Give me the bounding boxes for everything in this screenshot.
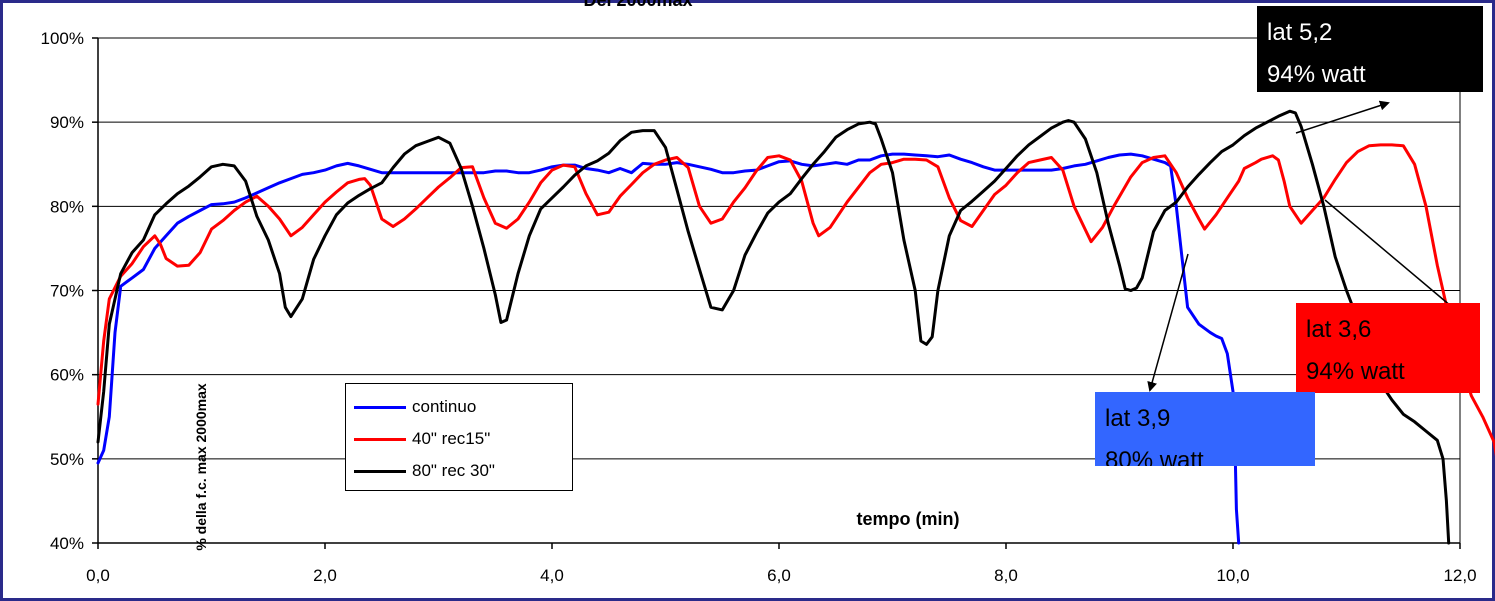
annotation-line: 80% watt <box>1105 447 1204 466</box>
series-line-40-rec15 <box>96 143 1495 457</box>
x-tick-label: 8,0 <box>994 566 1018 585</box>
x-tick-label: 0,0 <box>86 566 110 585</box>
annotation-arrow-blue <box>1147 253 1189 392</box>
annotation-arrow-red <box>1324 199 1460 314</box>
x-tick-label: 10,0 <box>1216 566 1249 585</box>
y-tick-label: 60% <box>50 366 84 385</box>
legend-label: continuo <box>412 397 477 416</box>
legend-item-80-rec30: 80" rec 30" <box>354 460 495 482</box>
y-axis-label: % della f.c. max 2000max <box>193 383 209 551</box>
legend-swatch-blue <box>354 405 406 409</box>
chart-title: Del 2000max <box>583 0 692 10</box>
y-tick-label: 90% <box>50 113 84 132</box>
legend-swatch-black <box>354 469 406 473</box>
legend-label: 80" rec 30" <box>412 461 495 480</box>
x-tick-label: 4,0 <box>540 566 564 585</box>
legend-label: 40" rec15" <box>412 429 491 448</box>
annotation-line: 94% watt <box>1267 61 1366 88</box>
legend-swatch-red <box>354 437 406 441</box>
annotation-line: lat 5,2 <box>1267 19 1333 46</box>
annotation-box-blue: lat 3,9 80% watt <box>1095 392 1315 466</box>
y-tick-label: 40% <box>50 534 84 553</box>
x-tick-label: 6,0 <box>767 566 791 585</box>
annotation-line: 94% watt <box>1306 358 1405 385</box>
annotation-line: lat 3,6 <box>1306 316 1372 343</box>
series-line-continuo <box>96 152 1241 545</box>
chart-legend: continuo 40" rec15" 80" rec 30" <box>345 383 573 491</box>
x-tick-label: 2,0 <box>313 566 337 585</box>
annotation-box-red: lat 3,6 94% watt <box>1296 303 1480 393</box>
y-tick-label: 80% <box>50 197 84 216</box>
y-tick-label: 70% <box>50 282 84 301</box>
y-tick-label: 100% <box>41 29 84 48</box>
x-axis-label: tempo (min) <box>857 509 960 529</box>
annotation-box-black: lat 5,2 94% watt <box>1257 6 1483 92</box>
annotation-line: lat 3,9 <box>1105 405 1171 432</box>
annotation-arrow-black <box>1295 100 1390 134</box>
x-tick-label: 12,0 <box>1443 566 1476 585</box>
legend-item-40-rec15: 40" rec15" <box>354 428 490 450</box>
y-tick-label: 50% <box>50 450 84 469</box>
legend-item-continuo: continuo <box>354 396 476 418</box>
series-line-80-rec30 <box>96 109 1451 545</box>
